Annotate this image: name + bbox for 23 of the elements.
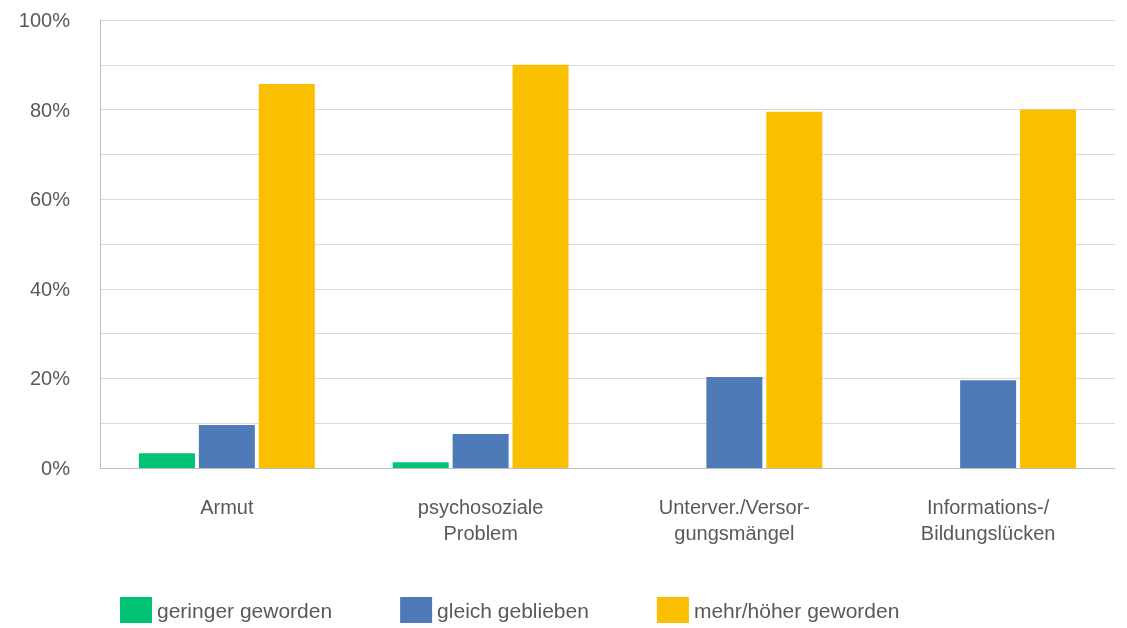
x-tick-label: Armut [200,496,254,518]
x-tick-label: psychosoziale Problem [417,496,544,544]
bar [766,111,823,468]
y-tick-label: 20% [29,367,71,390]
legend-label: gleich geblieben [437,598,589,622]
bar [706,377,763,468]
y-tick-label: 100% [18,9,71,31]
x-tick-label: Unterver./Versor- gungsmängel [658,496,810,544]
x-tick-label: Informations-/ Bildungslücken [920,496,1056,544]
bar [198,424,255,468]
bar [392,462,449,468]
y-tick-label: 80% [29,98,71,121]
bar [258,84,315,468]
legend-label: mehr/höher geworden [693,598,900,622]
bar [512,64,569,468]
y-tick-label: 60% [29,188,71,211]
y-tick-label: 0% [41,457,71,479]
bar [1020,109,1077,468]
bar [138,453,195,468]
bar [452,433,509,468]
y-tick-label: 40% [29,277,71,300]
legend-label: geringer geworden [157,598,333,622]
bar [960,380,1017,468]
